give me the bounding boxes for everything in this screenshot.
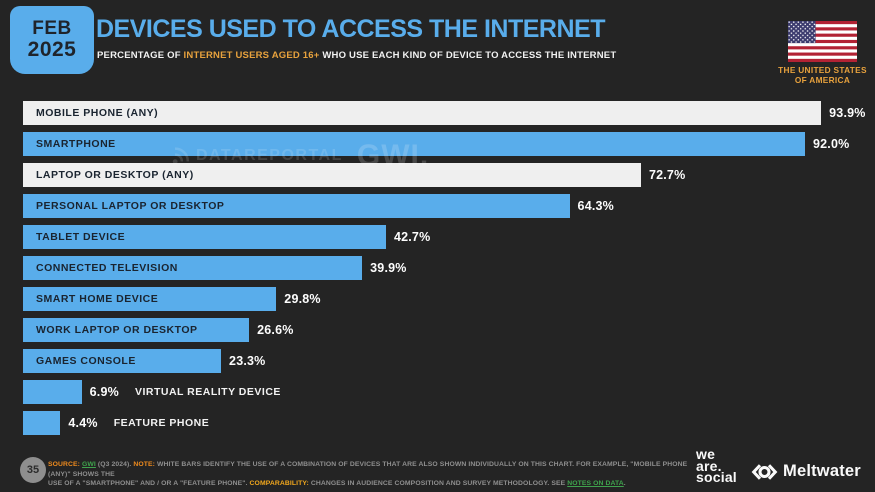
bar-label: SMARTPHONE — [36, 138, 116, 150]
bar-connected-television: CONNECTED TELEVISION — [23, 256, 363, 280]
chart-bar-row: 4.4% FEATURE PHONE — [23, 411, 873, 435]
bar-value: 26.6% — [257, 323, 294, 337]
meltwater-wordmark: Meltwater — [783, 462, 861, 480]
page-number-badge: 35 — [20, 457, 46, 483]
bar-games-console: GAMES CONSOLE — [23, 349, 222, 373]
bar-label: TABLET DEVICE — [36, 231, 126, 243]
bar-label: CONNECTED TELEVISION — [36, 262, 178, 274]
text-segment: PERCENTAGE OF — [97, 50, 184, 61]
bar-tablet-device: TABLET DEVICE — [23, 225, 386, 249]
chart-bar-row: TABLET DEVICE 42.7% — [23, 225, 873, 249]
chart-bar-row: GAMES CONSOLE 23.3% — [23, 349, 873, 373]
source-note: SOURCE: GWI (Q3 2024). NOTE: WHITE BARS … — [48, 460, 688, 489]
chart-bar-row: LAPTOP OR DESKTOP (ANY) 72.7% — [23, 163, 873, 187]
bar-virtual-reality-device — [23, 380, 82, 404]
country-line1: THE UNITED STATES — [778, 65, 867, 75]
chart-bar-row: SMARTPHONE 92.0% — [23, 132, 873, 156]
bar-smart-home-device: SMART HOME DEVICE — [23, 287, 277, 311]
meltwater-logo: Meltwater — [751, 462, 861, 481]
text-segment: (Q3 2024). — [95, 461, 134, 468]
bar-chart: MOBILE PHONE (ANY) 93.9% SMARTPHONE 92.0% LA… — [23, 101, 873, 442]
bar-mobile-phone-any: MOBILE PHONE (ANY) — [23, 101, 822, 125]
text-segment: . — [623, 480, 626, 488]
bar-value: 6.9% — [89, 385, 119, 399]
was-line3: social — [696, 469, 737, 485]
bar-label: LAPTOP OR DESKTOP (ANY) — [36, 169, 194, 181]
text-segment: WHO USE EACH KIND OF DEVICE TO ACCESS TH… — [319, 50, 617, 61]
country-label: THE UNITED STATES OF AMERICA — [772, 65, 873, 85]
date-badge: FEB 2025 — [10, 6, 94, 74]
bar-label: FEATURE PHONE — [113, 417, 210, 429]
bar-value: 39.9% — [370, 261, 407, 275]
page-title: DEVICES USED TO ACCESS THE INTERNET — [96, 15, 605, 43]
text-segment: SOURCE: — [48, 461, 83, 468]
text-segment: USE OF A "SMARTPHONE" AND / OR A "FEATUR… — [48, 480, 250, 488]
bar-label: GAMES CONSOLE — [36, 355, 136, 367]
bar-label: PERSONAL LAPTOP OR DESKTOP — [36, 200, 225, 212]
chart-bar-row: PERSONAL LAPTOP OR DESKTOP 64.3% — [23, 194, 873, 218]
bar-personal-laptop-or-desktop: PERSONAL LAPTOP OR DESKTOP — [23, 194, 570, 218]
bar-value: 29.8% — [284, 292, 321, 306]
bar-label: VIRTUAL REALITY DEVICE — [134, 386, 281, 398]
bar-smartphone: SMARTPHONE — [23, 132, 805, 156]
bar-label: SMART HOME DEVICE — [36, 293, 159, 305]
date-badge-month: FEB — [32, 18, 72, 39]
page-subtitle: PERCENTAGE OF INTERNET USERS AGED 16+ WH… — [97, 50, 616, 61]
chart-bar-row: MOBILE PHONE (ANY) 93.9% — [23, 101, 873, 125]
source-link[interactable]: GWI — [82, 461, 96, 468]
bar-label: WORK LAPTOP OR DESKTOP — [36, 324, 198, 336]
source-link[interactable]: NOTES ON DATA — [567, 480, 624, 488]
text-segment: WHITE BARS IDENTIFY THE USE OF A COMBINA… — [48, 461, 688, 478]
we-are-social-logo: we are. social — [696, 446, 737, 485]
text-segment: CHANGES IN AUDIENCE COMPOSITION AND SURV… — [310, 480, 568, 488]
text-segment: INTERNET USERS AGED 16+ — [183, 50, 320, 61]
chart-bar-row: SMART HOME DEVICE 29.8% — [23, 287, 873, 311]
bar-value: 93.9% — [829, 106, 866, 120]
bar-label: MOBILE PHONE (ANY) — [36, 107, 159, 119]
bar-value: 42.7% — [393, 230, 431, 244]
chart-bar-row: CONNECTED TELEVISION 39.9% — [23, 256, 873, 280]
chart-bar-row: WORK LAPTOP OR DESKTOP 26.6% — [23, 318, 873, 342]
bar-work-laptop-or-desktop: WORK LAPTOP OR DESKTOP — [23, 318, 250, 342]
us-flag-svg — [788, 21, 857, 63]
us-flag-icon — [788, 21, 857, 67]
was-line1: we — [696, 446, 716, 462]
bar-feature-phone — [23, 411, 61, 435]
text-segment: COMPARABILITY: — [249, 480, 311, 488]
bar-value: 4.4% — [68, 416, 98, 430]
text-segment: NOTE: — [133, 461, 158, 468]
country-line2: OF AMERICA — [794, 74, 851, 85]
bar-value: 64.3% — [577, 199, 614, 213]
bar-laptop-or-desktop-any: LAPTOP OR DESKTOP (ANY) — [23, 163, 641, 187]
chart-bar-row: 6.9% VIRTUAL REALITY DEVICE — [23, 380, 873, 404]
bar-value: 92.0% — [813, 137, 850, 151]
date-badge-year: 2025 — [27, 38, 77, 61]
was-line2: are. — [696, 457, 722, 474]
bar-value: 23.3% — [229, 354, 266, 368]
bar-value: 72.7% — [648, 168, 686, 182]
meltwater-eye-icon — [751, 463, 778, 480]
